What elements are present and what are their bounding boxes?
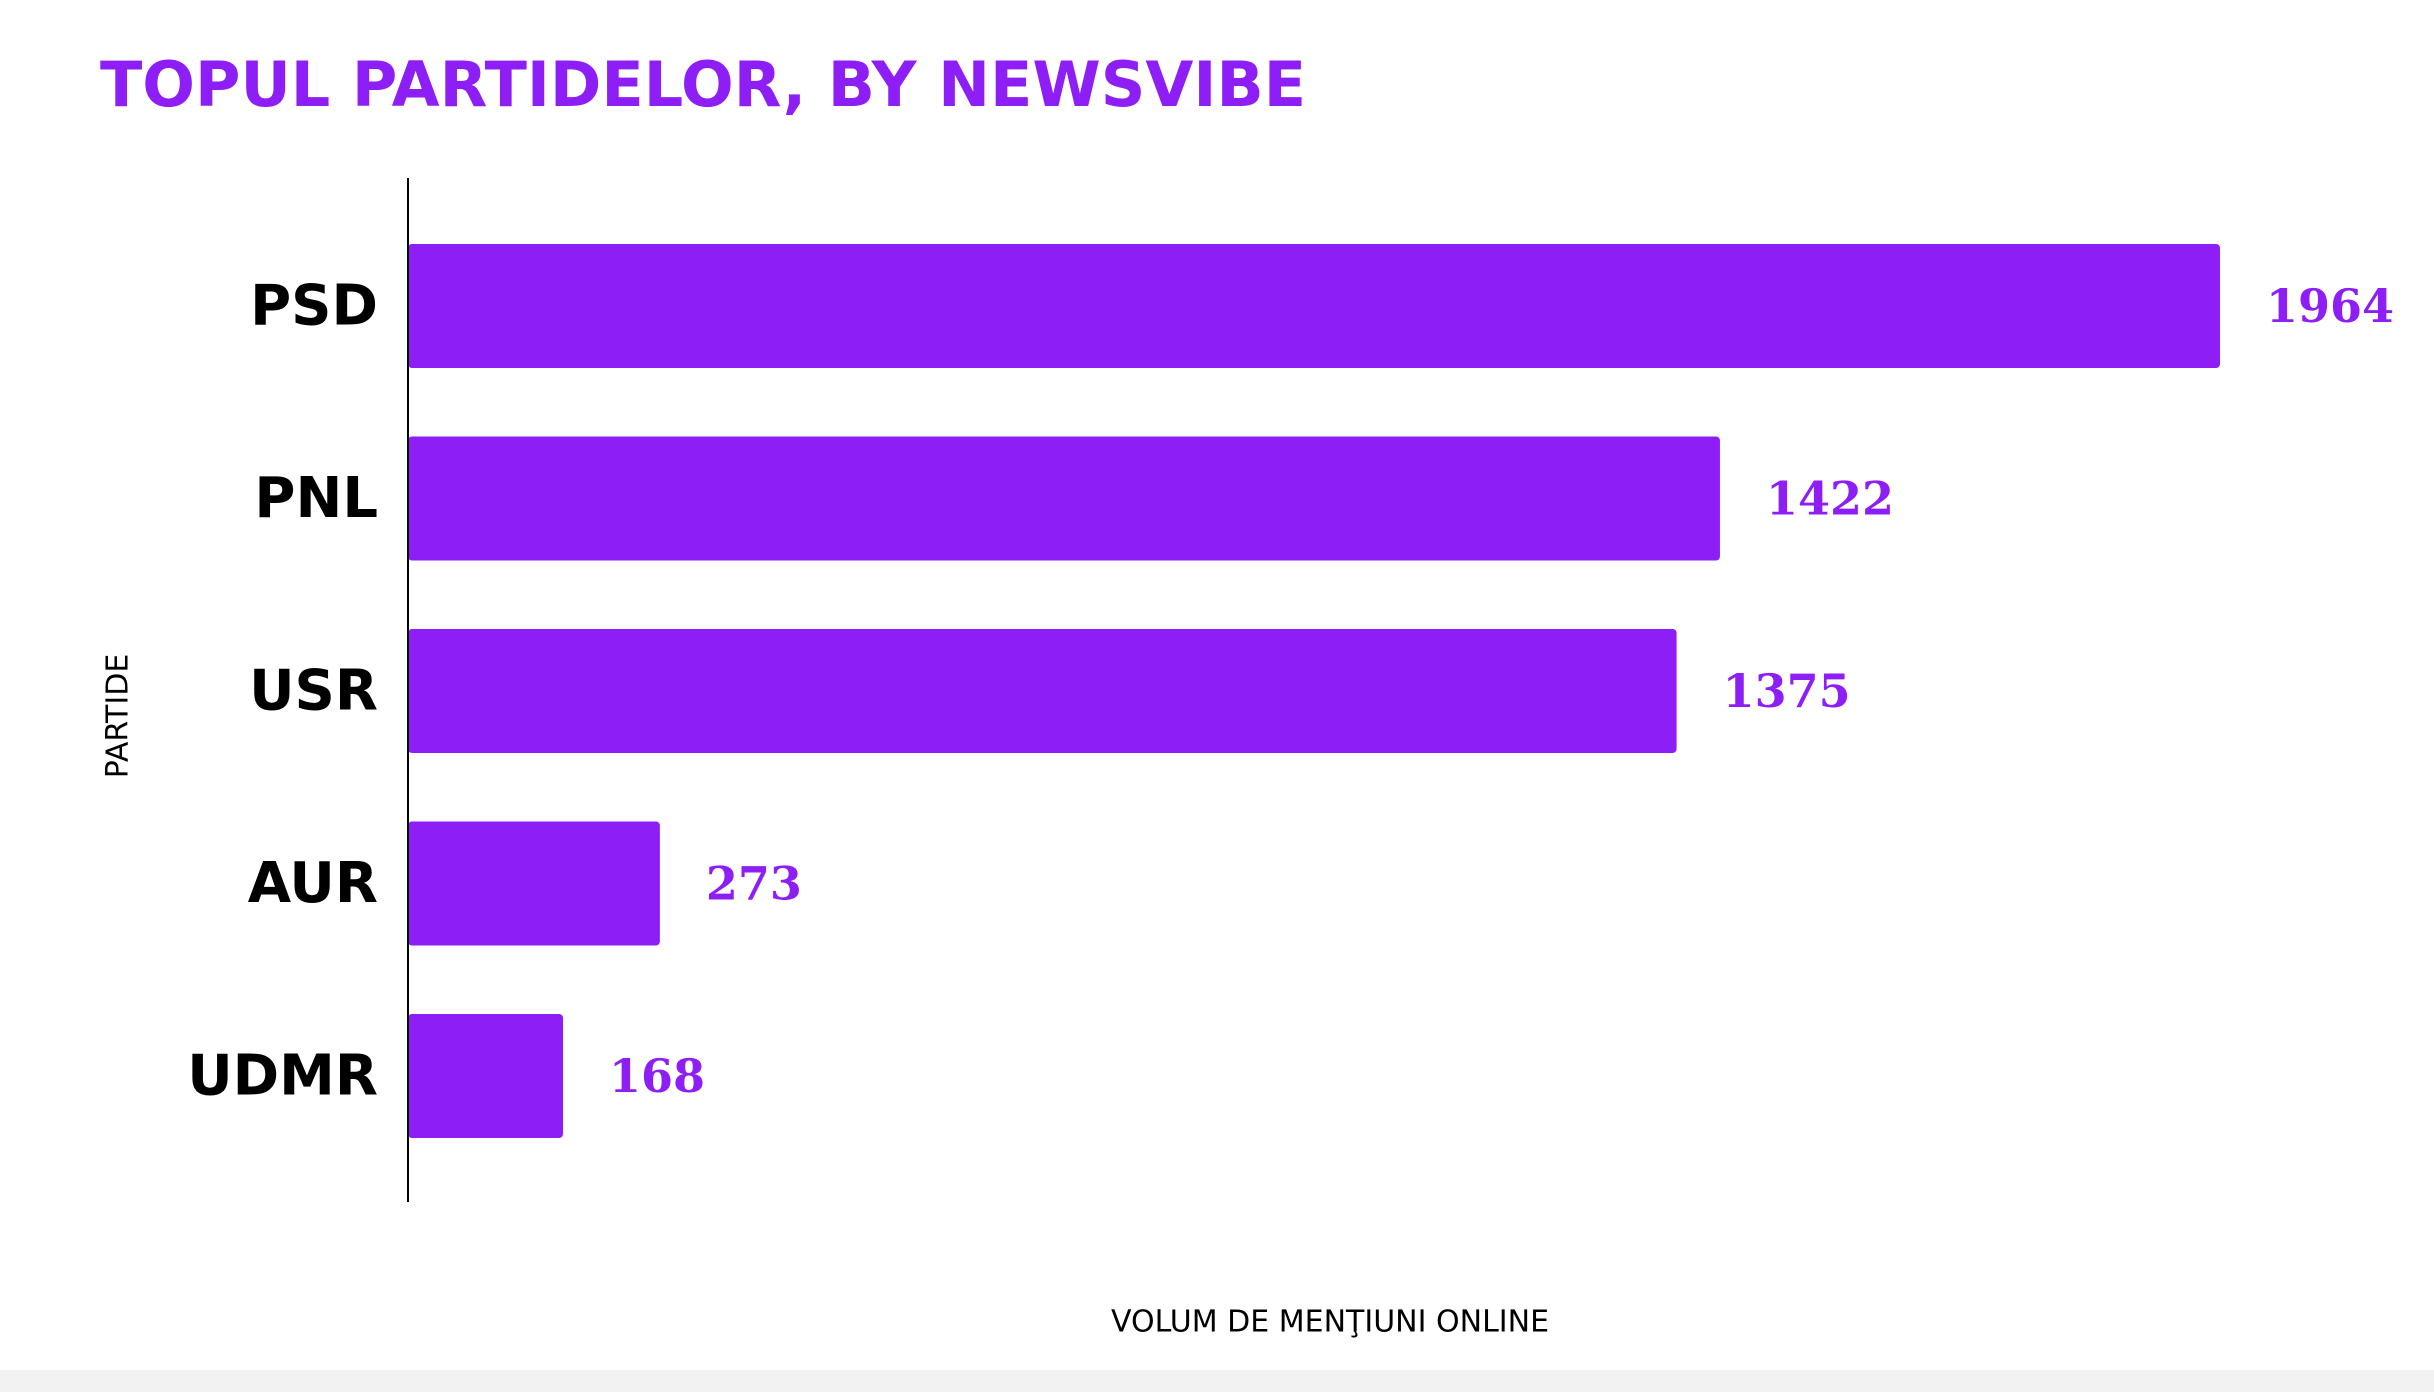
chart-title: TOPUL PARTIDELOR, BY NEWSVIBE — [100, 48, 1307, 121]
x-axis-title: VOLUM DE MENŢIUNI ONLINE — [1110, 1304, 1550, 1340]
category-label-pnl: PNL — [254, 466, 378, 531]
value-label-usr: 1375 — [1723, 664, 1851, 718]
bottom-strip — [0, 1370, 2434, 1392]
value-label-udmr: 168 — [609, 1049, 705, 1103]
value-label-aur: 273 — [706, 857, 802, 911]
category-label-psd: PSD — [250, 274, 378, 339]
bar-aur — [408, 821, 660, 946]
bar-pnl — [408, 436, 1720, 561]
category-label-aur: AUR — [248, 851, 378, 916]
bar-usr — [408, 629, 1677, 753]
category-label-usr: USR — [249, 659, 378, 724]
value-label-pnl: 1422 — [1766, 472, 1894, 526]
bar-psd — [408, 244, 2220, 368]
value-label-psd: 1964 — [2266, 279, 2394, 333]
category-label-udmr: UDMR — [187, 1044, 378, 1109]
bar-udmr — [408, 1014, 563, 1138]
